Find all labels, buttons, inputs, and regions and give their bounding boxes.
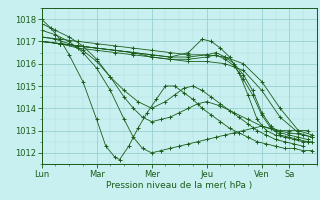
X-axis label: Pression niveau de la mer( hPa ): Pression niveau de la mer( hPa ) bbox=[106, 181, 252, 190]
